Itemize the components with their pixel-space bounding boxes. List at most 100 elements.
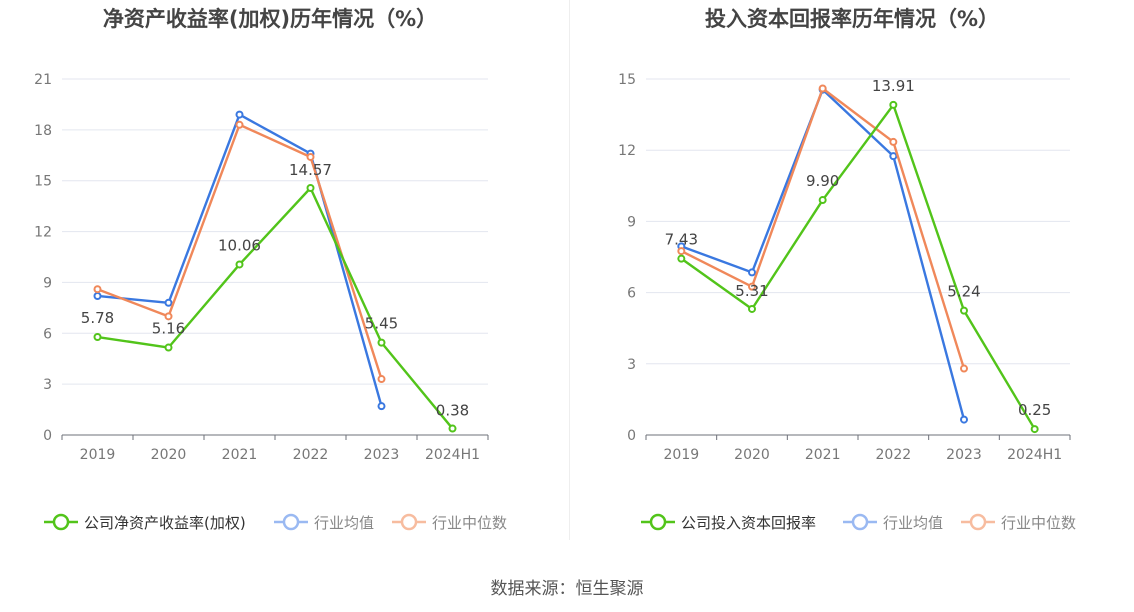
data-label: 9.90: [806, 172, 839, 190]
data-label: 0.25: [1018, 401, 1051, 419]
data-point[interactable]: [93, 333, 102, 342]
data-point[interactable]: [677, 247, 686, 256]
data-point[interactable]: [93, 285, 102, 294]
y-tick-label: 9: [627, 214, 636, 230]
x-tick-label: 2021: [222, 447, 258, 463]
data-point[interactable]: [306, 152, 315, 161]
series-line: [680, 88, 966, 420]
legend-item[interactable]: 行业均值: [274, 513, 374, 532]
data-label: 0.38: [436, 402, 469, 420]
data-point[interactable]: [235, 110, 244, 119]
data-point[interactable]: [164, 298, 173, 307]
data-label: 5.45: [365, 315, 398, 333]
legend-label: 行业中位数: [432, 514, 507, 532]
y-tick-label: 12: [34, 225, 52, 241]
data-label: 7.43: [665, 231, 698, 249]
series-line: [97, 186, 454, 430]
data-point[interactable]: [748, 282, 756, 291]
data-label: 13.91: [872, 77, 915, 95]
y-axis: 0 3 6 9 12 15: [618, 72, 1070, 444]
x-axis: 2019 2020 2021 2022 2023 2024H1: [61, 434, 489, 463]
series-line: [680, 103, 1036, 430]
legend-label: 公司投入资本回报率: [681, 514, 816, 532]
legend-item[interactable]: 行业中位数: [392, 513, 507, 532]
series-line: [680, 87, 966, 369]
y-tick-label: 15: [34, 174, 52, 190]
legend-label: 行业均值: [314, 514, 374, 532]
y-tick-label: 21: [34, 72, 52, 88]
y-tick-label: 12: [618, 143, 636, 159]
data-point[interactable]: [818, 84, 827, 93]
data-point[interactable]: [889, 137, 898, 146]
data-point[interactable]: [164, 312, 173, 321]
x-tick-label: 2021: [805, 447, 841, 463]
chart-title: 净资产收益率(加权)历年情况（%）: [103, 7, 437, 31]
y-tick-label: 18: [34, 123, 52, 139]
y-tick-label: 15: [618, 72, 636, 88]
data-point[interactable]: [677, 254, 686, 263]
legend-marker-icon: [400, 513, 418, 531]
data-point[interactable]: [748, 268, 756, 277]
legend-label: 公司净资产收益率(加权): [84, 514, 246, 532]
x-tick-label: 2024H1: [1007, 447, 1062, 463]
legend-item[interactable]: 公司投入资本回报率: [641, 513, 816, 532]
legend-marker-icon: [52, 513, 70, 531]
y-tick-label: 0: [43, 428, 52, 444]
roic-chart: 投入资本回报率历年情况（%） 0 3 6 9 12 15 2019 2020 2021 2022…: [618, 7, 1076, 532]
plot-area: 5.78 5.16 10.06 14.57 5.45 0.38: [81, 110, 469, 433]
x-tick-label: 2022: [876, 447, 912, 463]
data-point[interactable]: [960, 364, 968, 373]
data-point[interactable]: [448, 424, 457, 433]
data-point[interactable]: [1030, 425, 1039, 434]
x-tick-label: 2020: [151, 447, 187, 463]
x-axis: 2019 2020 2021 2022 2023 2024H1: [645, 434, 1071, 463]
series-line: [97, 113, 383, 407]
y-tick-label: 9: [43, 275, 52, 291]
x-tick-label: 2023: [364, 447, 400, 463]
x-tick-label: 2022: [293, 447, 329, 463]
legend-marker-icon: [851, 513, 869, 531]
legend-marker-icon: [649, 513, 667, 531]
data-point[interactable]: [377, 338, 386, 347]
y-tick-label: 0: [627, 428, 636, 444]
y-tick-label: 3: [627, 357, 636, 373]
data-point[interactable]: [235, 260, 244, 269]
data-label: 5.31: [735, 282, 768, 300]
chart-title: 投入资本回报率历年情况（%）: [705, 7, 999, 31]
legend-item[interactable]: 行业均值: [843, 513, 943, 532]
legend[interactable]: 公司净资产收益率(加权) 行业均值 行业中位数: [44, 513, 507, 532]
data-point[interactable]: [377, 402, 386, 411]
y-axis: 0 3 6 9 12 15 18 21: [34, 72, 488, 444]
legend[interactable]: 公司投入资本回报率 行业均值 行业中位数: [641, 513, 1076, 532]
data-label: 14.57: [289, 161, 332, 179]
x-tick-label: 2019: [664, 447, 700, 463]
legend-label: 行业均值: [883, 514, 943, 532]
data-label: 5.78: [81, 309, 114, 327]
legend-label: 行业中位数: [1001, 514, 1076, 532]
chart-divider: [569, 0, 570, 540]
plot-area: 7.43 5.31 9.90 13.91 5.24 0.25: [665, 77, 1051, 434]
x-tick-label: 2023: [946, 447, 982, 463]
data-point[interactable]: [818, 196, 827, 205]
data-point[interactable]: [960, 415, 968, 424]
data-point[interactable]: [889, 100, 898, 109]
data-point[interactable]: [164, 343, 173, 352]
data-point[interactable]: [235, 120, 244, 129]
data-point[interactable]: [748, 304, 756, 313]
data-point[interactable]: [306, 184, 315, 193]
y-tick-label: 3: [43, 377, 52, 393]
data-label: 5.24: [947, 283, 980, 301]
legend-item[interactable]: 行业中位数: [961, 513, 1076, 532]
data-point[interactable]: [889, 152, 898, 161]
data-point[interactable]: [960, 306, 968, 315]
data-label: 10.06: [218, 236, 261, 254]
data-source: 数据来源：恒生聚源: [490, 579, 644, 599]
data-point[interactable]: [93, 291, 102, 300]
y-tick-label: 6: [43, 326, 52, 342]
data-point[interactable]: [377, 375, 386, 384]
legend-marker-icon: [969, 513, 987, 531]
legend-marker-icon: [282, 513, 300, 531]
legend-item[interactable]: 公司净资产收益率(加权): [44, 513, 246, 532]
